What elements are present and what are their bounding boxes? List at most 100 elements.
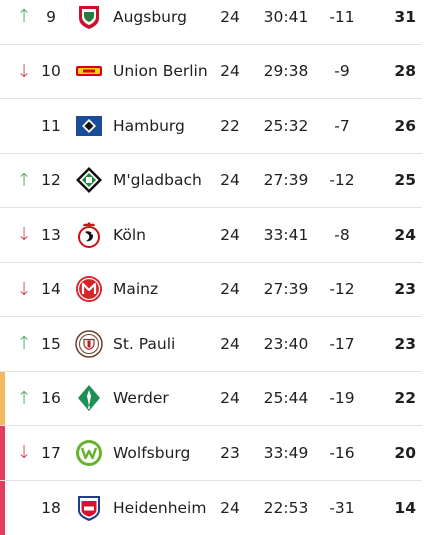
table-row[interactable]: ↓ 17 Wolfsburg 23 33:49 -16 20 — [0, 426, 422, 481]
goal-difference-cell: -17 — [329, 334, 355, 353]
rank-cell: 12 — [41, 171, 61, 190]
team-name: Werder — [113, 389, 169, 408]
played-cell: 24 — [220, 280, 240, 299]
goal-difference-cell: -9 — [334, 62, 350, 81]
table-row[interactable]: ↓ 13 Köln 24 33:41 -8 24 — [0, 208, 422, 263]
goal-difference-cell: -8 — [334, 225, 350, 244]
goal-difference-cell: -7 — [334, 116, 350, 135]
zone-marker — [0, 154, 5, 208]
trend-icon: ↓ — [16, 278, 32, 300]
goals-cell: 30:41 — [263, 7, 309, 26]
team-name: Hamburg — [113, 116, 185, 135]
mainz-crest-icon — [74, 263, 104, 317]
played-cell: 24 — [220, 7, 240, 26]
trend-icon: ↑ — [16, 169, 32, 191]
played-cell: 24 — [220, 225, 240, 244]
played-cell: 24 — [220, 62, 240, 81]
goals-cell: 27:39 — [263, 171, 309, 190]
table-row[interactable]: 18 Heidenheim 24 22:53 -31 14 — [0, 480, 422, 535]
zone-marker — [0, 263, 5, 317]
zone-marker — [0, 426, 5, 480]
zone-marker — [0, 45, 5, 99]
zone-marker — [0, 317, 5, 371]
points-cell: 23 — [394, 280, 416, 299]
union-berlin-crest-icon — [74, 45, 104, 99]
goal-difference-cell: -16 — [329, 443, 355, 462]
zone-marker — [0, 99, 5, 153]
goals-cell: 22:53 — [263, 498, 309, 517]
played-cell: 24 — [220, 498, 240, 517]
heidenheim-crest-icon — [74, 481, 104, 535]
zone-marker — [0, 371, 5, 425]
hamburg-crest-icon — [74, 99, 104, 153]
goal-difference-cell: -19 — [329, 389, 355, 408]
team-name: Köln — [113, 225, 147, 244]
goal-difference-cell: -12 — [329, 171, 355, 190]
goal-difference-cell: -11 — [329, 7, 355, 26]
zone-marker — [0, 208, 5, 262]
goals-cell: 25:44 — [263, 389, 309, 408]
goals-cell: 27:39 — [263, 280, 309, 299]
points-cell: 25 — [394, 171, 416, 190]
rank-cell: 14 — [41, 280, 61, 299]
goal-difference-cell: -31 — [329, 498, 355, 517]
played-cell: 24 — [220, 334, 240, 353]
played-cell: 22 — [220, 116, 240, 135]
points-cell: 24 — [394, 225, 416, 244]
rank-cell: 11 — [41, 116, 61, 135]
team-name: Mainz — [113, 280, 159, 299]
table-row[interactable]: ↑ 12 M'gladbach 24 27:39 -12 25 — [0, 154, 422, 208]
trend-icon — [12, 99, 36, 153]
goal-difference-cell: -12 — [329, 280, 355, 299]
points-cell: 23 — [394, 334, 416, 353]
goals-cell: 33:49 — [263, 443, 309, 462]
table-row[interactable]: ↓ 10 Union Berlin 24 29:38 -9 28 — [0, 45, 422, 99]
team-name: M'gladbach — [113, 171, 202, 190]
rank-cell: 16 — [41, 389, 61, 408]
points-cell: 26 — [394, 116, 416, 135]
table-row[interactable]: ↓ 14 Mainz 24 27:39 -12 23 — [0, 263, 422, 317]
wolfsburg-crest-icon — [74, 426, 104, 480]
table-row[interactable]: ↑ 15 St. Pauli 24 23:40 -17 23 — [0, 317, 422, 372]
played-cell: 24 — [220, 389, 240, 408]
table-row[interactable]: ↑ 9 Augsburg 24 30:41 -11 31 — [0, 0, 422, 45]
koeln-crest-icon — [74, 208, 104, 262]
trend-icon — [12, 481, 36, 535]
goals-cell: 25:32 — [263, 116, 309, 135]
points-cell: 28 — [394, 62, 416, 81]
st-pauli-crest-icon — [74, 317, 104, 371]
trend-icon: ↑ — [16, 387, 32, 409]
goals-cell: 23:40 — [263, 334, 309, 353]
augsburg-crest-icon — [74, 0, 104, 44]
gladbach-crest-icon — [74, 154, 104, 208]
trend-icon: ↑ — [16, 333, 32, 355]
table-row[interactable]: ↑ 16 Werder 24 25:44 -19 22 — [0, 371, 422, 426]
rank-cell: 10 — [41, 62, 61, 81]
team-name: Heidenheim — [113, 498, 207, 517]
played-cell: 23 — [220, 443, 240, 462]
points-cell: 14 — [394, 498, 416, 517]
rank-cell: 17 — [41, 443, 61, 462]
points-cell: 31 — [394, 7, 416, 26]
zone-marker — [0, 0, 5, 44]
points-cell: 20 — [394, 443, 416, 462]
rank-cell: 15 — [41, 334, 61, 353]
trend-icon: ↓ — [16, 224, 32, 246]
rank-cell: 18 — [41, 498, 61, 517]
trend-icon: ↓ — [16, 60, 32, 82]
rank-cell: 13 — [41, 225, 61, 244]
goals-cell: 29:38 — [263, 62, 309, 81]
points-cell: 22 — [394, 389, 416, 408]
team-name: Augsburg — [113, 7, 187, 26]
trend-icon: ↑ — [16, 6, 32, 28]
werder-crest-icon — [74, 372, 104, 426]
team-name: Union Berlin — [113, 62, 208, 81]
trend-icon: ↓ — [16, 442, 32, 464]
zone-marker — [0, 480, 5, 535]
rank-cell: 9 — [46, 7, 56, 26]
team-name: St. Pauli — [113, 334, 176, 353]
team-name: Wolfsburg — [113, 443, 191, 462]
goals-cell: 33:41 — [263, 225, 309, 244]
table-row[interactable]: 11 Hamburg 22 25:32 -7 26 — [0, 99, 422, 154]
